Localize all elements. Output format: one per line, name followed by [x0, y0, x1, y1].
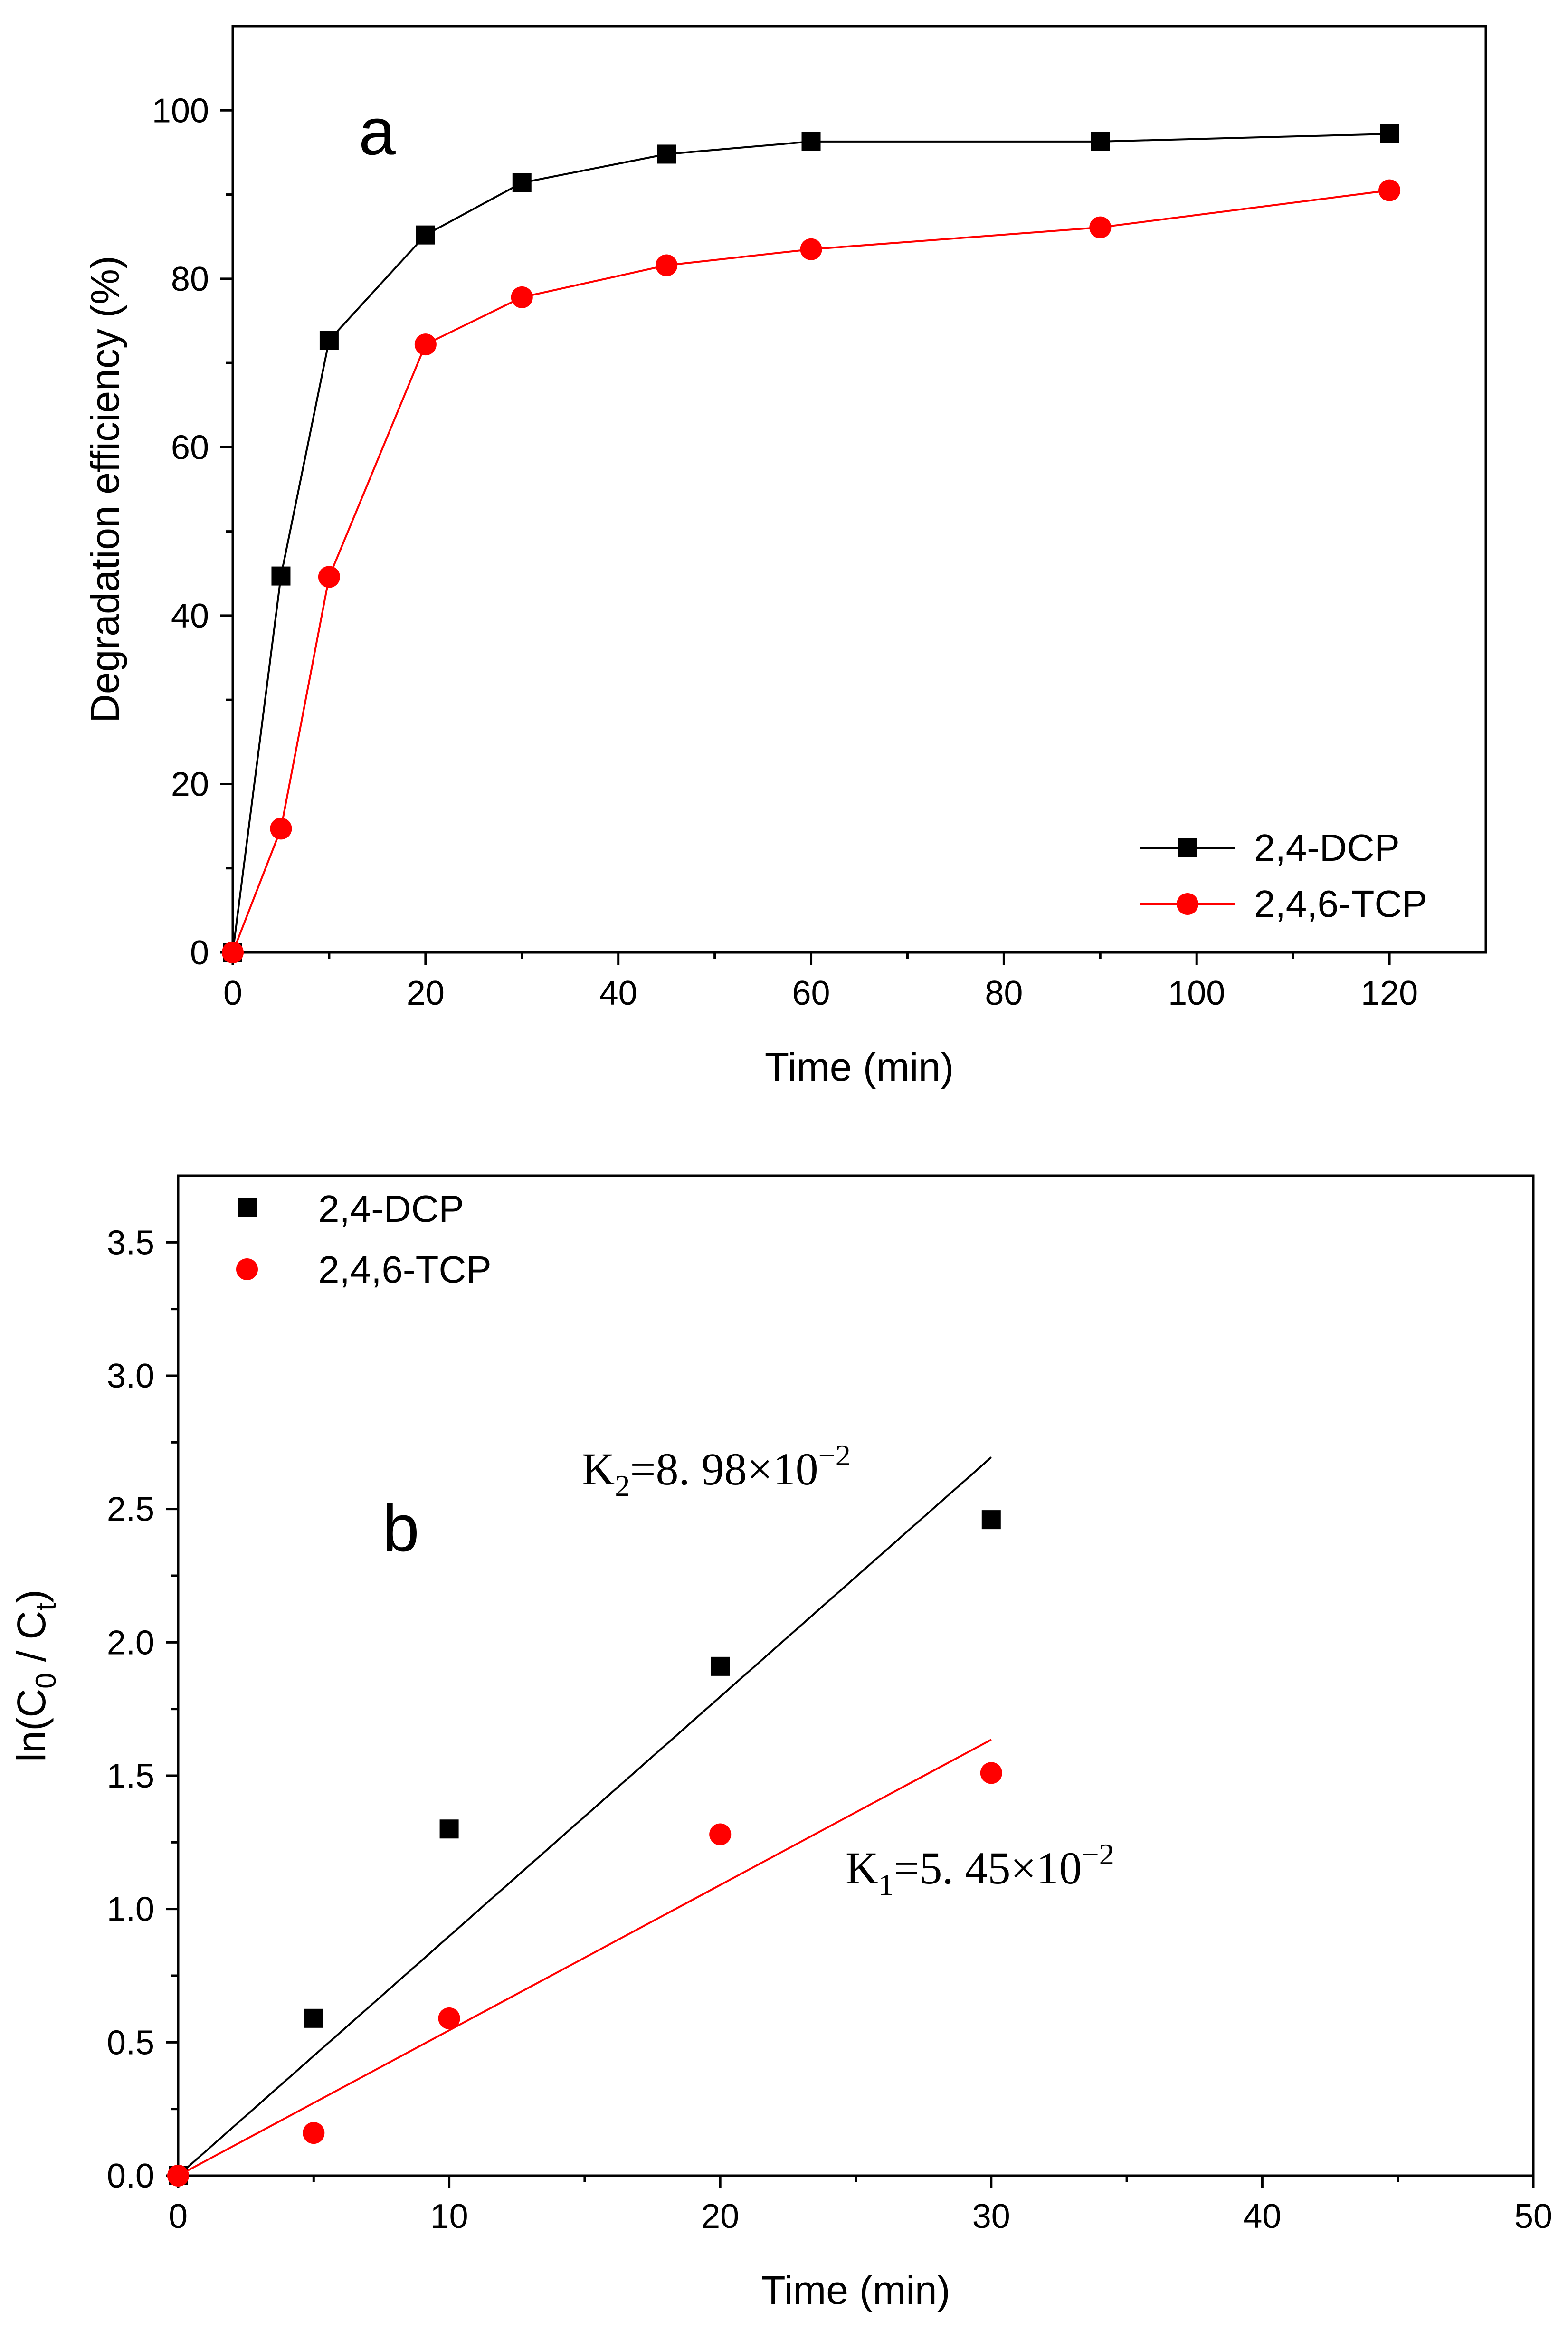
data-point-2-4-6-tcp — [656, 254, 678, 276]
y-tick-label: 3.5 — [107, 1224, 154, 1262]
data-point-2-4-6-tcp — [222, 942, 244, 963]
anno-k2-subscript: 2 — [615, 1469, 630, 1503]
panel-a-letter: a — [359, 94, 396, 169]
data-point-2-4-6-tcp — [1378, 179, 1401, 201]
ylabel-subscript-0: 0 — [30, 1673, 62, 1688]
x-tick-label: 30 — [972, 2197, 1010, 2235]
anno-k1-equation: =5. 45×10 — [893, 1843, 1082, 1893]
panel-b-y-axis-title: ln(C0 / Ct) — [9, 1589, 62, 1762]
panel-a-chart: 0 20 40 60 80 100 120 0 20 40 60 80 100 a Time (min… — [83, 25, 1487, 1089]
legend-label-2-4-6-tcp: 2,4,6-TCP — [318, 1248, 492, 1291]
panel-a-y-axis-title: Degradation efficiency (%) — [83, 256, 127, 723]
y-tick-label: 1.5 — [107, 1757, 154, 1795]
x-tick-label: 20 — [407, 974, 445, 1012]
panel-a-y-ticks: 0 20 40 60 80 100 — [152, 92, 233, 972]
data-point-2-4-6-tcp — [414, 333, 437, 356]
data-point-2-4-dcp — [711, 1656, 730, 1676]
x-tick-label: 0 — [169, 2197, 188, 2235]
x-tick-label: 0 — [223, 974, 242, 1012]
panel-a-x-ticks: 0 20 40 60 80 100 120 — [223, 952, 1418, 1012]
legend-label-2-4-dcp: 2,4-DCP — [318, 1188, 464, 1230]
data-point-2-4-dcp — [801, 132, 821, 151]
y-tick-label: 0 — [190, 934, 209, 972]
data-point-2-4-dcp — [439, 1819, 459, 1839]
ylabel-part-mid: / C — [9, 1611, 54, 1673]
data-point-2-4-6-tcp — [303, 2122, 325, 2144]
panel-b-chart: 0 10 20 30 40 50 0.00.51.01.52.02.53.03.5 b T… — [9, 1174, 1552, 2312]
legend-label-2-4-dcp: 2,4-DCP — [1254, 827, 1400, 869]
panel-b-legend: 2,4-DCP 2,4,6-TCP — [236, 1188, 492, 1291]
data-point-2-4-6-tcp — [167, 2165, 189, 2187]
x-tick-label: 40 — [599, 974, 637, 1012]
data-point-2-4-6-tcp — [318, 566, 340, 588]
data-point-2-4-dcp — [271, 566, 291, 586]
anno-k1-subscript: 1 — [878, 1868, 893, 1902]
x-tick-label: 120 — [1361, 974, 1418, 1012]
y-tick-label: 1.0 — [107, 1891, 154, 1929]
panel-a-series-markers — [222, 124, 1401, 963]
rate-constant-annotation-k2: K2=8. 98×10−2 — [582, 1438, 851, 1503]
y-tick-label: 100 — [152, 92, 209, 130]
anno-k1-k: K — [846, 1843, 878, 1893]
x-tick-label: 10 — [430, 2197, 468, 2235]
data-point-2-4-dcp — [304, 2008, 323, 2028]
y-tick-label: 20 — [171, 765, 209, 803]
panel-a-plot-frame — [231, 25, 1487, 954]
data-point-2-4-dcp — [416, 225, 435, 245]
legend-marker-2-4-6-tcp — [236, 1258, 258, 1280]
data-point-2-4-dcp — [1091, 132, 1110, 151]
data-point-2-4-6-tcp — [1089, 216, 1112, 238]
panel-b-series-markers — [167, 1510, 1002, 2187]
anno-k2-equation: =8. 98×10 — [630, 1444, 818, 1494]
legend-marker-2-4-dcp — [1178, 838, 1197, 857]
panel-a-legend: 2,4-DCP 2,4,6-TCP — [1140, 827, 1427, 925]
anno-k2-k: K — [582, 1444, 615, 1494]
data-point-2-4-6-tcp — [511, 286, 533, 308]
panel-b-x-ticks: 0 10 20 30 40 50 — [169, 2176, 1552, 2235]
anno-k2-superscript: −2 — [818, 1438, 851, 1472]
data-point-2-4-dcp — [512, 173, 532, 192]
x-tick-label: 80 — [985, 974, 1023, 1012]
y-tick-label: 40 — [171, 597, 209, 635]
data-point-2-4-dcp — [981, 1510, 1001, 1530]
y-tick-label: 2.5 — [107, 1491, 154, 1529]
x-tick-label: 20 — [701, 2197, 739, 2235]
rate-constant-annotation-k1: K1=5. 45×10−2 — [846, 1837, 1114, 1902]
data-point-2-4-6-tcp — [270, 818, 292, 840]
y-tick-label: 80 — [171, 260, 209, 298]
panel-b-x-axis-title: Time (min) — [761, 2268, 950, 2312]
data-point-2-4-dcp — [657, 144, 676, 164]
legend-marker-2-4-dcp — [238, 1198, 257, 1217]
data-point-2-4-6-tcp — [438, 2007, 460, 2029]
y-tick-label: 2.0 — [107, 1624, 154, 1662]
data-point-2-4-dcp — [319, 331, 339, 350]
x-tick-label: 40 — [1243, 2197, 1281, 2235]
y-tick-label: 60 — [171, 428, 209, 466]
fit-line-2-4-6-tcp — [178, 1739, 992, 2177]
data-point-2-4-6-tcp — [800, 238, 822, 260]
x-tick-label: 100 — [1168, 974, 1225, 1012]
data-point-2-4-dcp — [1380, 124, 1399, 143]
y-tick-label: 3.0 — [107, 1357, 154, 1395]
anno-k1-superscript: −2 — [1082, 1837, 1114, 1871]
x-tick-label: 60 — [792, 974, 830, 1012]
ylabel-part-post: ) — [9, 1589, 54, 1603]
ylabel-part-pre: ln(C — [9, 1689, 54, 1762]
data-point-2-4-6-tcp — [709, 1823, 732, 1845]
ylabel-subscript-t: t — [30, 1603, 62, 1611]
panel-a-x-axis-title: Time (min) — [765, 1045, 954, 1089]
panel-b-letter: b — [382, 1491, 419, 1565]
data-point-2-4-6-tcp — [980, 1762, 1002, 1784]
legend-label-2-4-6-tcp: 2,4,6-TCP — [1254, 883, 1427, 925]
y-tick-label: 0.5 — [107, 2024, 154, 2062]
panel-b-fit-lines — [177, 1456, 992, 2177]
fit-line-2-4-dcp — [177, 1456, 992, 2177]
x-tick-label: 50 — [1514, 2197, 1552, 2235]
y-tick-label: 0.0 — [107, 2157, 154, 2195]
legend-marker-2-4-6-tcp — [1177, 893, 1198, 915]
panel-b-y-ticks: 0.0 0.5 1.0 1.5 2.0 2.5 3.0 3.5 — [107, 1224, 178, 2195]
